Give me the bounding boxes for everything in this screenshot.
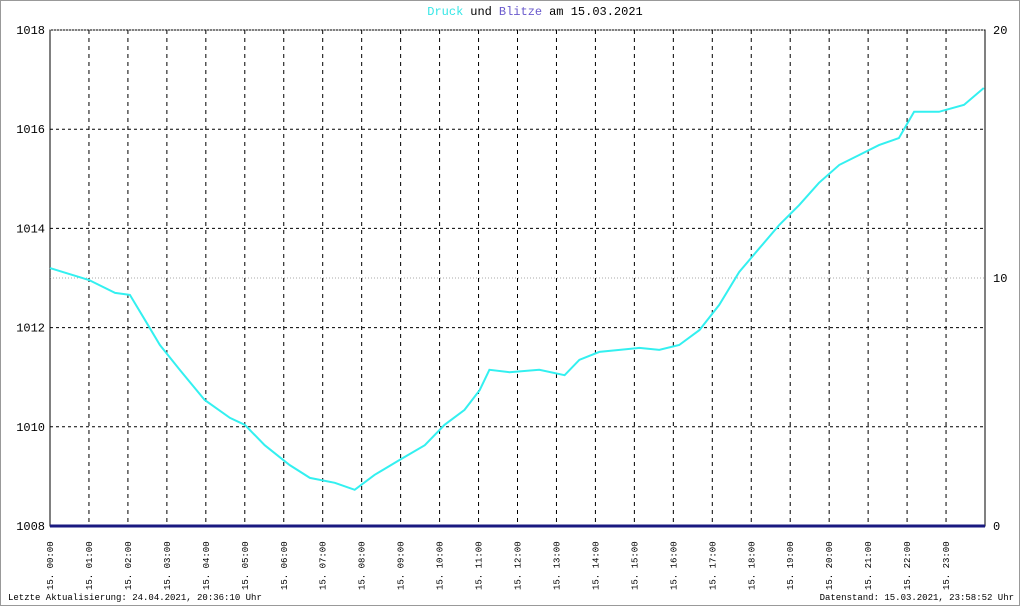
x-tick-label: 15. 12:00 <box>514 541 524 590</box>
title-part: Druck <box>427 5 463 19</box>
x-tick-label: 15. 22:00 <box>903 541 913 590</box>
x-tick-label: 15. 15:00 <box>630 541 640 590</box>
title-part: am 15.03.2021 <box>549 5 643 19</box>
chart-title: Druck und Blitze am 15.03.2021 <box>427 5 642 19</box>
y-tick-label: 1008 <box>16 520 45 534</box>
x-tick-label: 15. 03:00 <box>163 541 173 590</box>
x-tick-label: 15. 10:00 <box>436 541 446 590</box>
x-tick-label: 15. 13:00 <box>552 541 562 590</box>
x-tick-label: 15. 05:00 <box>241 541 251 590</box>
x-tick-label: 15. 16:00 <box>669 541 679 590</box>
x-tick-label: 15. 01:00 <box>85 541 95 590</box>
y2-tick-label: 10 <box>993 272 1007 286</box>
x-tick-label: 15. 21:00 <box>864 541 874 590</box>
y-tick-label: 1010 <box>16 421 45 435</box>
y-tick-label: 1016 <box>16 123 45 137</box>
x-tick-label: 15. 14:00 <box>591 541 601 590</box>
x-tick-label: 15. 04:00 <box>202 541 212 590</box>
footer-left: Letzte Aktualisierung: 24.04.2021, 20:36… <box>8 593 262 603</box>
y-tick-label: 1014 <box>16 222 45 236</box>
x-tick-label: 15. 19:00 <box>786 541 796 590</box>
x-tick-label: 15. 18:00 <box>747 541 757 590</box>
x-tick-label: 15. 07:00 <box>319 541 329 590</box>
x-tick-label: 15. 06:00 <box>280 541 290 590</box>
x-tick-label: 15. 09:00 <box>397 541 407 590</box>
x-tick-label: 15. 23:00 <box>942 541 952 590</box>
title-part: und <box>470 5 492 19</box>
footer-right: Datenstand: 15.03.2021, 23:58:52 Uhr <box>820 593 1014 603</box>
x-tick-label: 15. 00:00 <box>46 541 56 590</box>
y2-tick-label: 0 <box>993 520 1000 534</box>
title-part: Blitze <box>499 5 542 19</box>
x-tick-label: 15. 11:00 <box>475 541 485 590</box>
y-tick-label: 1018 <box>16 24 45 38</box>
series-line <box>49 87 985 491</box>
y2-tick-label: 20 <box>993 24 1007 38</box>
x-tick-label: 15. 08:00 <box>358 541 368 590</box>
x-tick-label: 15. 02:00 <box>124 541 134 590</box>
x-tick-label: 15. 17:00 <box>708 541 718 590</box>
x-tick-label: 15. 20:00 <box>825 541 835 590</box>
y-tick-label: 1012 <box>16 322 45 336</box>
